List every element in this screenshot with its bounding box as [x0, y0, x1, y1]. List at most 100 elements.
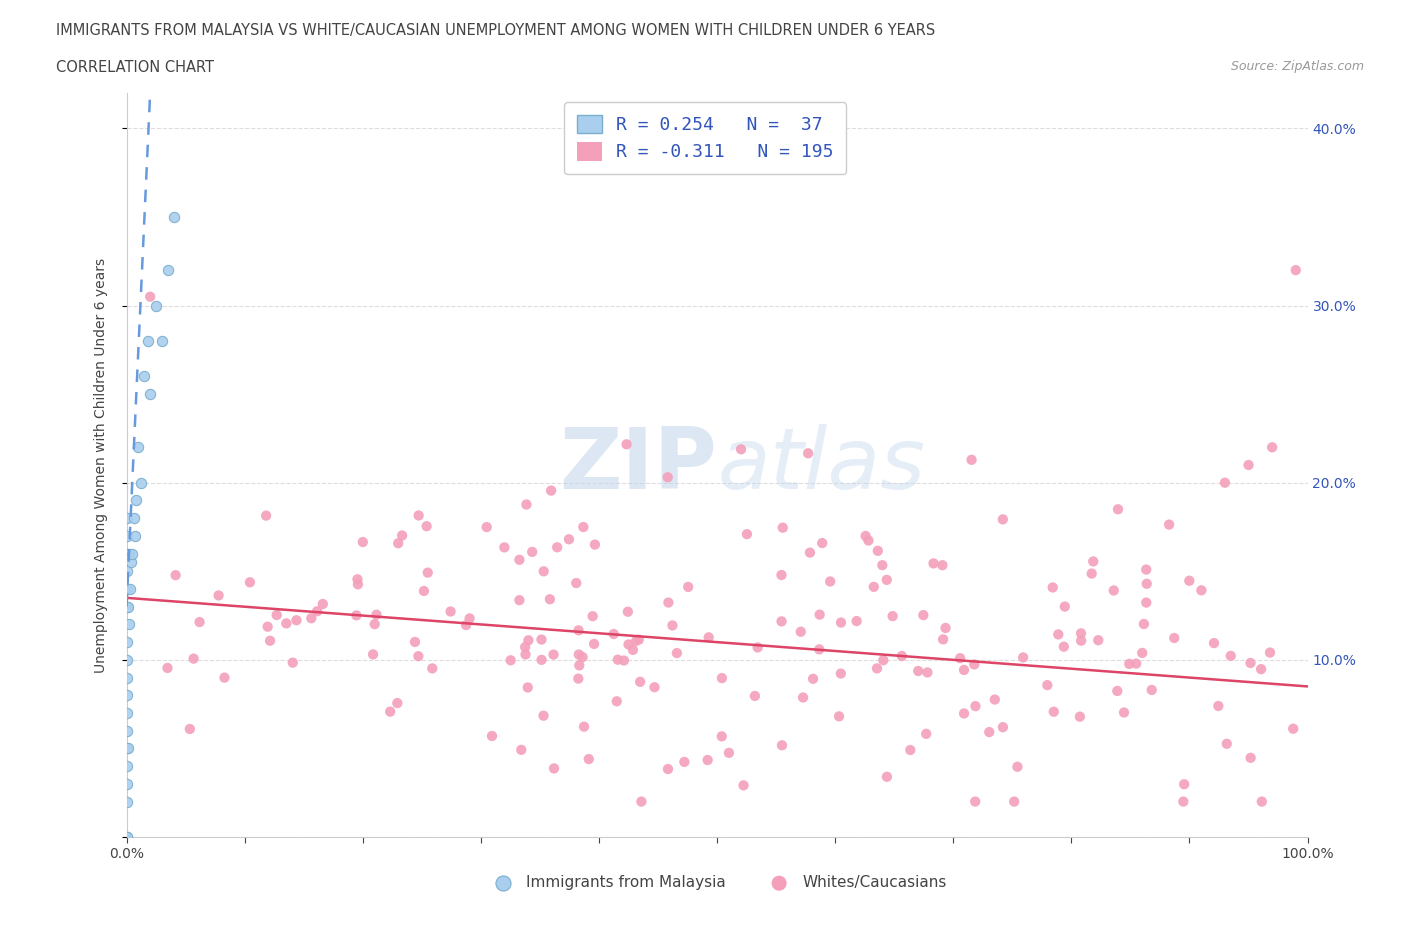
Point	[416, 565, 439, 580]
Point	[117, 599, 139, 614]
Point	[115, 759, 138, 774]
Point	[991, 512, 1014, 526]
Point	[1080, 566, 1102, 581]
Point	[115, 794, 138, 809]
Point	[1107, 502, 1129, 517]
Point	[922, 556, 945, 571]
Point	[1159, 517, 1181, 532]
Point	[735, 526, 758, 541]
Point	[115, 777, 138, 791]
Point	[136, 334, 159, 349]
Point	[606, 694, 628, 709]
Point	[565, 576, 588, 591]
Point	[127, 440, 149, 455]
Point	[1069, 710, 1091, 724]
Point	[1285, 262, 1308, 277]
Point	[494, 540, 516, 555]
Point	[413, 583, 436, 598]
Point	[628, 674, 651, 689]
Point	[1133, 617, 1156, 631]
Point	[456, 618, 478, 632]
Point	[697, 630, 720, 644]
Point	[285, 613, 308, 628]
Point	[907, 664, 929, 679]
Point	[1053, 599, 1076, 614]
Point	[801, 671, 824, 686]
Point	[387, 696, 409, 711]
Point	[872, 653, 894, 668]
Point	[1189, 583, 1212, 598]
Point	[830, 615, 852, 630]
Point	[862, 579, 884, 594]
Point	[1070, 626, 1092, 641]
Point	[934, 620, 956, 635]
Point	[256, 619, 278, 634]
Text: Source: ZipAtlas.com: Source: ZipAtlas.com	[1230, 60, 1364, 73]
Point	[898, 742, 921, 757]
Point	[408, 508, 430, 523]
Text: ZIP: ZIP	[560, 423, 717, 507]
Point	[603, 627, 626, 642]
Point	[1135, 562, 1157, 577]
Point	[1208, 698, 1230, 713]
Point	[953, 706, 976, 721]
Point	[1083, 554, 1105, 569]
Point	[1112, 705, 1135, 720]
Point	[125, 493, 148, 508]
Point	[1239, 751, 1261, 765]
Point	[115, 511, 138, 525]
Point	[696, 752, 718, 767]
Point	[792, 690, 814, 705]
Point	[710, 671, 733, 685]
Point	[533, 564, 555, 578]
Point	[613, 653, 636, 668]
Point	[845, 614, 868, 629]
Point	[991, 720, 1014, 735]
Point	[572, 520, 595, 535]
Legend: Immigrants from Malaysia, Whites/Caucasians: Immigrants from Malaysia, Whites/Caucasi…	[482, 870, 952, 897]
Point	[115, 546, 138, 561]
Point	[912, 607, 935, 622]
Point	[115, 599, 138, 614]
Point	[1130, 645, 1153, 660]
Point	[387, 536, 409, 551]
Point	[516, 680, 538, 695]
Point	[115, 688, 138, 703]
Point	[1282, 722, 1305, 737]
Point	[533, 709, 555, 724]
Point	[1007, 759, 1029, 774]
Point	[710, 729, 733, 744]
Point	[657, 470, 679, 485]
Point	[730, 442, 752, 457]
Point	[156, 262, 179, 277]
Point	[657, 595, 679, 610]
Point	[134, 369, 156, 384]
Point	[876, 769, 898, 784]
Point	[404, 634, 426, 649]
Point	[150, 334, 173, 349]
Point	[499, 653, 522, 668]
Point	[117, 741, 139, 756]
Point	[1178, 573, 1201, 588]
Point	[931, 558, 953, 573]
Point	[811, 536, 834, 551]
Point	[254, 508, 277, 523]
Point	[408, 649, 430, 664]
Point	[567, 623, 589, 638]
Point	[346, 608, 368, 623]
Point	[1250, 794, 1272, 809]
Point	[145, 299, 167, 313]
Point	[115, 581, 138, 596]
Point	[770, 614, 793, 629]
Point	[1163, 631, 1185, 645]
Point	[1070, 633, 1092, 648]
Point	[115, 706, 138, 721]
Point	[530, 653, 553, 668]
Point	[1258, 645, 1281, 660]
Point	[1136, 577, 1159, 591]
Point	[214, 671, 236, 685]
Point	[583, 538, 606, 552]
Point	[439, 604, 461, 619]
Point	[115, 741, 138, 756]
Point	[917, 665, 939, 680]
